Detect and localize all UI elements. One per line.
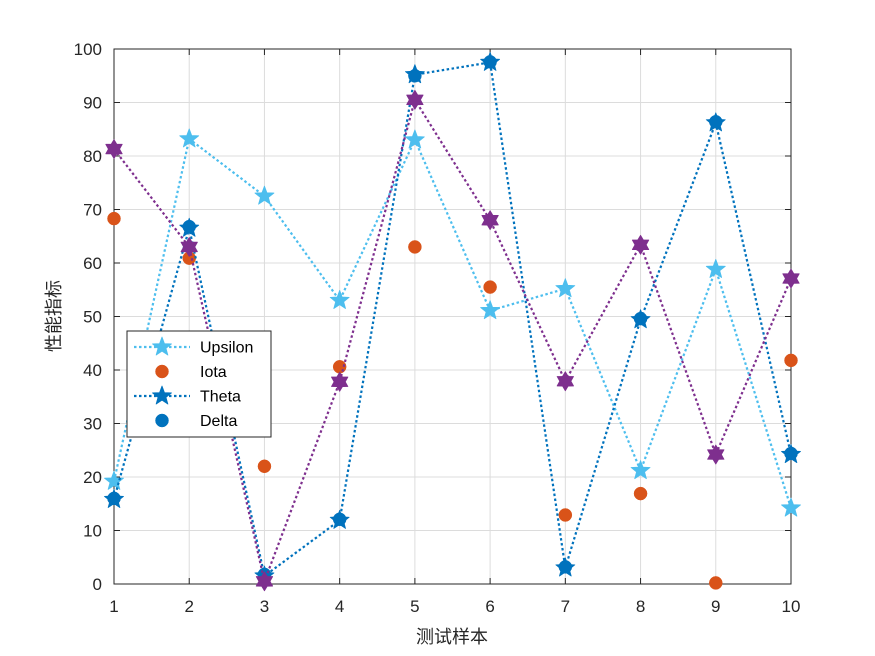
series-layer bbox=[104, 51, 801, 592]
data-point bbox=[105, 139, 123, 159]
data-point bbox=[408, 240, 422, 254]
data-point bbox=[107, 491, 121, 506]
y-tick-label: 40 bbox=[83, 361, 102, 380]
y-tick-label: 60 bbox=[83, 254, 102, 273]
y-tick-label: 10 bbox=[83, 522, 102, 541]
legend-marker bbox=[155, 413, 169, 428]
legend-label: Theta bbox=[200, 389, 241, 406]
legend-marker bbox=[152, 336, 172, 356]
data-point bbox=[709, 115, 723, 129]
y-tick-label: 50 bbox=[83, 308, 102, 327]
data-point bbox=[331, 371, 349, 392]
x-tick-label: 1 bbox=[109, 597, 118, 616]
data-point bbox=[705, 259, 726, 278]
data-point bbox=[630, 460, 651, 480]
data-point bbox=[558, 508, 573, 522]
data-point bbox=[257, 459, 272, 474]
data-point bbox=[483, 55, 497, 69]
series-delta bbox=[107, 55, 798, 582]
legend-label: Iota bbox=[200, 364, 227, 381]
data-point bbox=[480, 300, 501, 320]
data-point bbox=[180, 237, 198, 257]
series-iota bbox=[107, 211, 798, 590]
legend-item-theta: Theta bbox=[134, 385, 241, 406]
y-tick-label: 20 bbox=[83, 468, 102, 487]
y-tick-label: 70 bbox=[83, 201, 102, 220]
series-unlabeled-4 bbox=[105, 89, 800, 592]
data-point bbox=[406, 89, 424, 110]
y-tick-label: 90 bbox=[83, 94, 102, 113]
legend: Upsilon Iota Theta Delta bbox=[126, 330, 272, 438]
data-point bbox=[182, 219, 196, 234]
x-tick-label: 6 bbox=[485, 597, 494, 616]
data-point bbox=[784, 353, 798, 368]
series-line bbox=[112, 61, 793, 578]
axes bbox=[113, 48, 792, 585]
data-point bbox=[784, 446, 798, 461]
data-point bbox=[631, 234, 650, 255]
data-point bbox=[332, 512, 347, 527]
y-axis-label: 性能指标 bbox=[44, 280, 65, 352]
x-tick-label: 9 bbox=[711, 597, 720, 616]
x-axis-label: 测试样本 bbox=[416, 627, 488, 648]
legend-marker bbox=[155, 364, 169, 379]
legend-item-upsilon: Upsilon bbox=[134, 336, 253, 357]
legend-label: Upsilon bbox=[200, 340, 253, 357]
data-point bbox=[633, 311, 648, 326]
x-tick-label: 5 bbox=[410, 597, 419, 616]
y-tick-label: 30 bbox=[83, 415, 102, 434]
data-point bbox=[481, 210, 499, 231]
data-point bbox=[104, 470, 124, 490]
x-tick-label: 8 bbox=[636, 597, 645, 616]
data-point bbox=[558, 560, 573, 574]
legend-marker bbox=[152, 385, 172, 405]
data-point bbox=[707, 444, 725, 465]
data-point bbox=[556, 371, 574, 392]
data-point bbox=[781, 497, 801, 517]
y-tick-label: 100 bbox=[74, 40, 102, 59]
series-line bbox=[113, 97, 793, 586]
data-point bbox=[254, 185, 275, 205]
data-point bbox=[179, 128, 200, 148]
data-point bbox=[782, 268, 800, 289]
series-upsilon bbox=[104, 128, 801, 517]
data-point bbox=[107, 211, 121, 226]
y-tick-label: 80 bbox=[83, 147, 102, 166]
x-tick-label: 7 bbox=[561, 597, 570, 616]
data-point bbox=[555, 278, 576, 298]
y-tick-label: 0 bbox=[93, 575, 102, 594]
x-tick-label: 4 bbox=[335, 597, 344, 616]
x-tick-label: 3 bbox=[260, 597, 269, 616]
legend-item-delta: Delta bbox=[155, 413, 237, 430]
data-point bbox=[329, 290, 350, 309]
data-point bbox=[633, 486, 648, 501]
series-line bbox=[112, 136, 793, 509]
x-tick-label: 10 bbox=[782, 597, 801, 616]
data-point bbox=[483, 280, 497, 294]
x-tick-label: 2 bbox=[184, 597, 193, 616]
data-point bbox=[255, 571, 274, 592]
data-point bbox=[408, 69, 422, 83]
data-point bbox=[709, 576, 723, 590]
legend-box bbox=[126, 330, 272, 438]
legend-label: Delta bbox=[200, 413, 237, 430]
data-point bbox=[404, 129, 425, 149]
legend-item-iota: Iota bbox=[155, 364, 227, 381]
